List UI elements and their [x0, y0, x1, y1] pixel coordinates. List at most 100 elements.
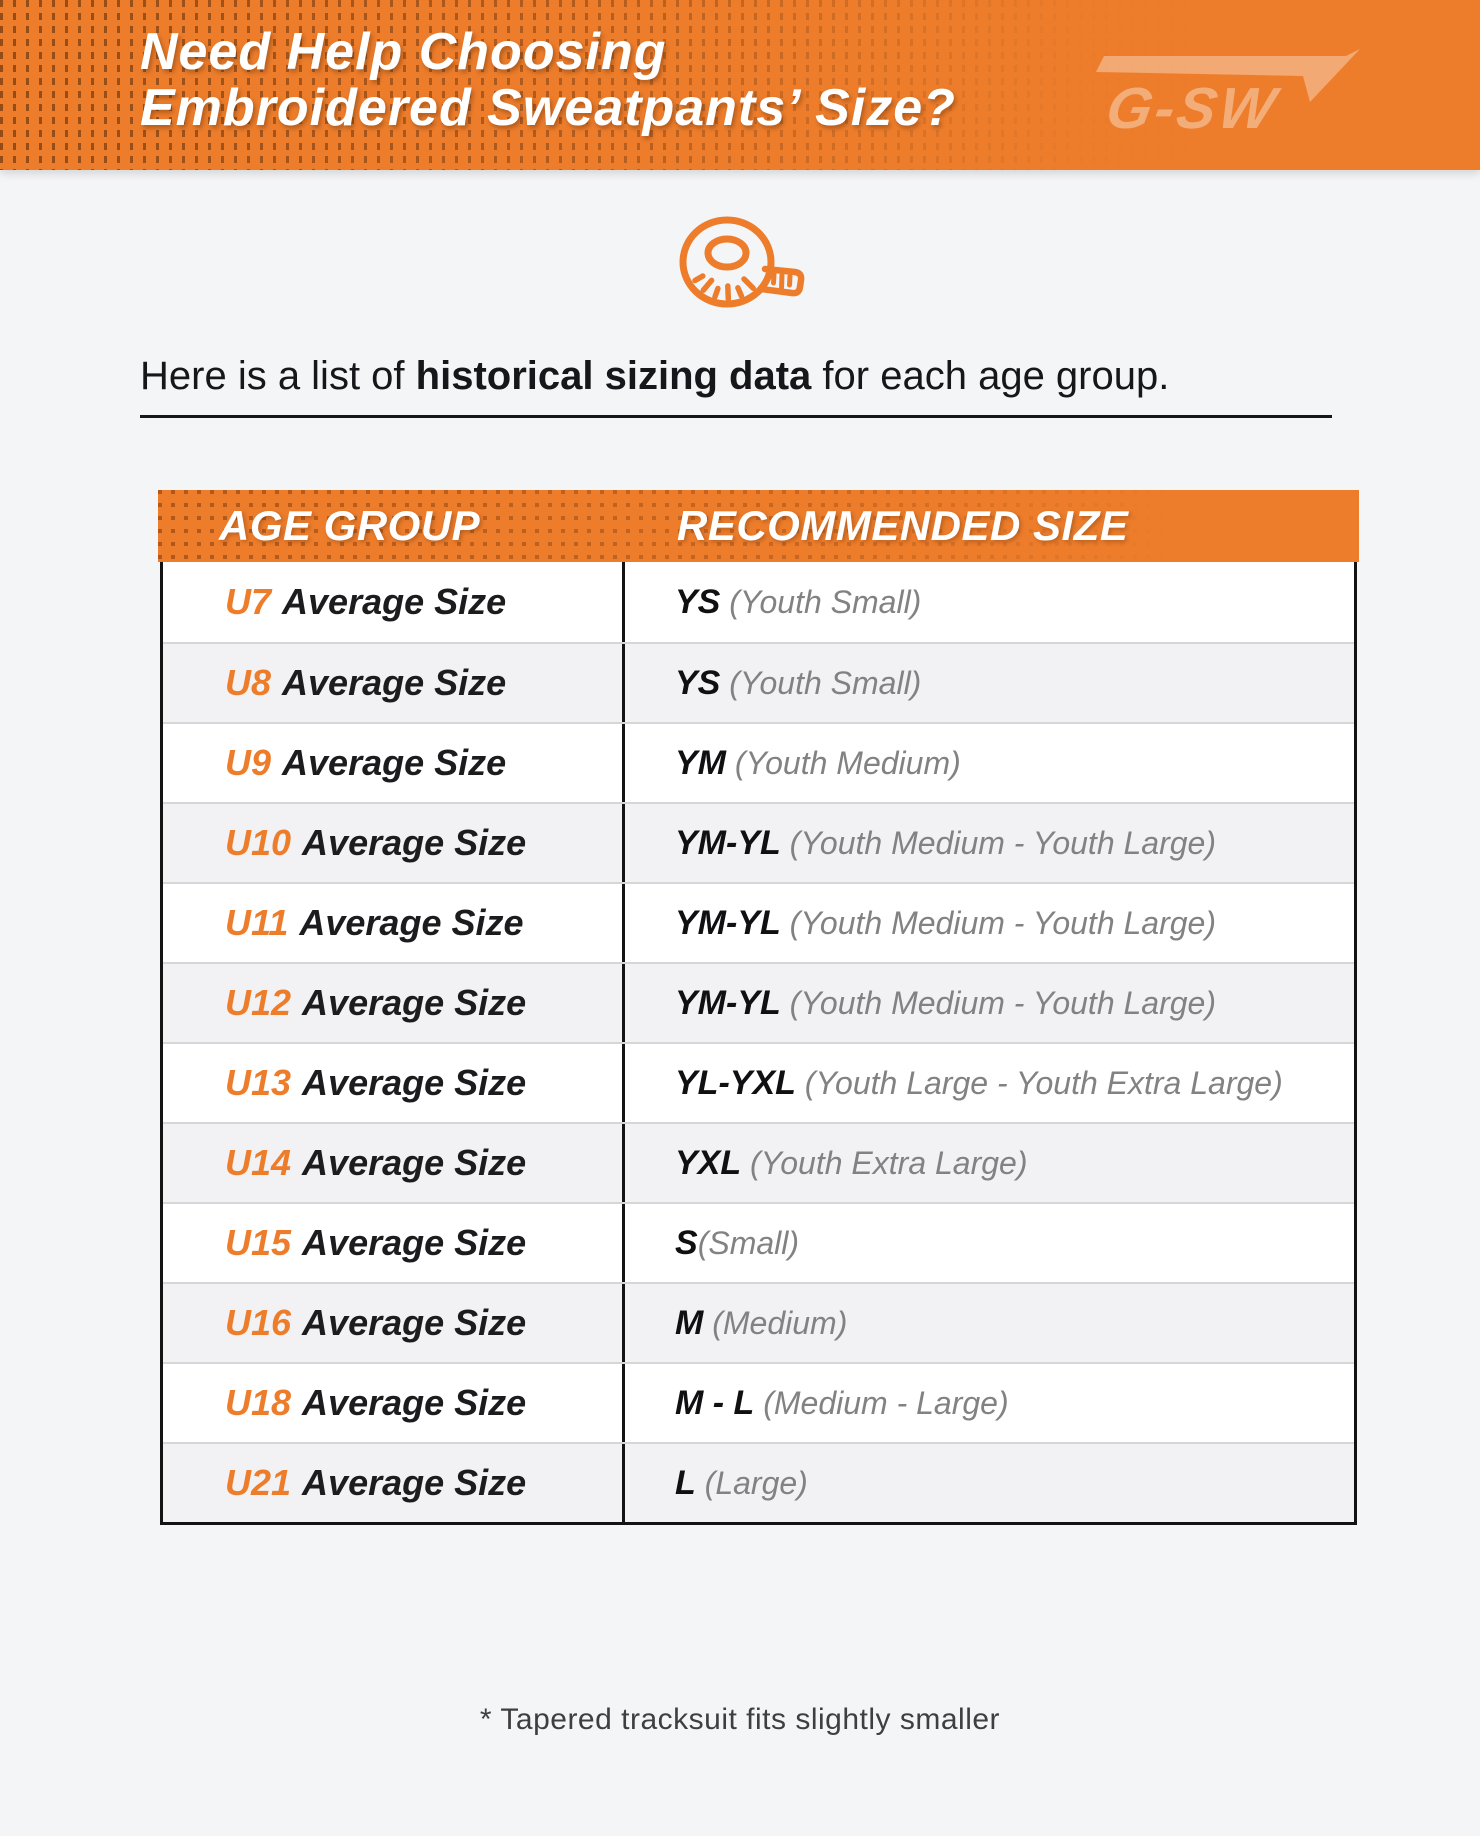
- size-cell: S (Small): [625, 1224, 1354, 1263]
- age-code: U11: [225, 902, 289, 943]
- size-cell: YXL (Youth Extra Large): [625, 1144, 1354, 1183]
- tape-measure-icon: [665, 212, 815, 321]
- age-code: U9: [225, 742, 272, 783]
- size-cell: M - L (Medium - Large): [625, 1384, 1354, 1423]
- size-description: (Large): [695, 1464, 808, 1501]
- age-group-cell: U12 Average Size: [163, 964, 625, 1042]
- table-row: U12 Average Size YM-YL (Youth Medium - Yo…: [163, 962, 1354, 1042]
- age-group-cell: U7 Average Size: [163, 562, 625, 642]
- age-code: U10: [225, 822, 292, 863]
- age-label: Average Size: [282, 581, 507, 622]
- table-row: U13 Average Size YL-YXL (Youth Large - Yo…: [163, 1042, 1354, 1122]
- size-code: YL-YXL: [675, 1063, 796, 1102]
- age-group-cell: U10 Average Size: [163, 804, 625, 882]
- age-group-cell: U14 Average Size: [163, 1124, 625, 1202]
- size-description: (Youth Medium - Youth Large): [780, 824, 1216, 861]
- column-header-recommended-size: RECOMMENDED SIZE: [677, 502, 1129, 549]
- age-label: Average Size: [302, 1382, 527, 1423]
- age-label: Average Size: [299, 902, 524, 943]
- size-cell: YS (Youth Small): [625, 583, 1354, 622]
- table-row: U10 Average Size YM-YL (Youth Medium - Yo…: [163, 802, 1354, 882]
- age-group-cell: U21 Average Size: [163, 1444, 625, 1522]
- table-row: U16 Average Size M (Medium): [163, 1282, 1354, 1362]
- size-cell: M (Medium): [625, 1304, 1354, 1343]
- age-code: U16: [225, 1302, 292, 1343]
- gsw-logo: G-SW: [1078, 48, 1364, 141]
- gsw-logo-icon: G-SW: [1096, 49, 1360, 141]
- age-label: Average Size: [302, 822, 527, 863]
- size-description: (Youth Extra Large): [741, 1144, 1028, 1181]
- size-description: (Small): [697, 1224, 800, 1261]
- table-row: U11 Average Size YM-YL (Youth Medium - Yo…: [163, 882, 1354, 962]
- age-code: U12: [225, 982, 292, 1023]
- age-label: Average Size: [302, 1062, 527, 1103]
- size-code: YS: [675, 663, 721, 702]
- size-description: (Medium - Large): [754, 1384, 1009, 1421]
- age-group-cell: U16 Average Size: [163, 1284, 625, 1362]
- age-code: U14: [225, 1142, 292, 1183]
- size-code: YM: [675, 743, 726, 782]
- table-row: U14 Average Size YXL (Youth Extra Large): [163, 1122, 1354, 1202]
- age-code: U8: [225, 662, 272, 703]
- size-code: YXL: [675, 1143, 742, 1182]
- age-label: Average Size: [302, 1222, 527, 1263]
- gsw-logo-text: G-SW: [1102, 76, 1285, 136]
- table-row: U8 Average Size YS (Youth Small): [163, 642, 1354, 722]
- page-title: Need Help Choosing Embroidered Sweatpant…: [140, 24, 956, 136]
- age-group-cell: U13 Average Size: [163, 1044, 625, 1122]
- table-row: U21 Average Size L (Large): [163, 1442, 1354, 1522]
- age-label: Average Size: [282, 742, 507, 783]
- age-label: Average Size: [302, 1302, 527, 1343]
- table-body: U7 Average Size YS (Youth Small) U8 Averag…: [160, 562, 1357, 1525]
- page-title-line1: Need Help Choosing: [140, 23, 667, 81]
- age-code: U7: [225, 581, 272, 622]
- size-code: YM-YL: [675, 903, 781, 942]
- table-row: U15 Average Size S (Small): [163, 1202, 1354, 1282]
- size-cell: YM (Youth Medium): [625, 744, 1354, 783]
- size-code: S: [675, 1223, 698, 1262]
- size-cell: YS (Youth Small): [625, 664, 1354, 703]
- size-cell: YM-YL (Youth Medium - Youth Large): [625, 984, 1354, 1023]
- age-group-cell: U18 Average Size: [163, 1364, 625, 1442]
- size-code: YM-YL: [675, 823, 781, 862]
- age-group-cell: U11 Average Size: [163, 884, 625, 962]
- size-cell: YM-YL (Youth Medium - Youth Large): [625, 904, 1354, 943]
- size-description: (Youth Medium): [726, 744, 961, 781]
- size-description: (Medium): [703, 1304, 848, 1341]
- table-row: U9 Average Size YM (Youth Medium): [163, 722, 1354, 802]
- age-group-cell: U8 Average Size: [163, 644, 625, 722]
- intro-suffix: for each age group.: [811, 354, 1170, 398]
- age-label: Average Size: [302, 1142, 527, 1183]
- column-header-age-group: AGE GROUP: [219, 502, 481, 549]
- size-description: (Youth Large - Youth Extra Large): [795, 1064, 1283, 1101]
- age-code: U18: [225, 1382, 292, 1423]
- intro-prefix: Here is a list of: [140, 354, 416, 398]
- footnote: * Tapered tracksuit fits slightly smalle…: [479, 1703, 1001, 1736]
- age-group-cell: U9 Average Size: [163, 724, 625, 802]
- size-code: M - L: [675, 1383, 755, 1422]
- intro-underline: [140, 415, 1332, 418]
- size-cell: YL-YXL (Youth Large - Youth Extra Large): [625, 1064, 1354, 1103]
- page-title-line2: Embroidered Sweatpants’ Size?: [140, 79, 956, 137]
- size-description: (Youth Small): [720, 664, 922, 701]
- size-code: M: [675, 1303, 704, 1342]
- age-code: U21: [225, 1462, 292, 1503]
- intro-bold: historical sizing data: [415, 354, 812, 398]
- table-header-row: AGE GROUP RECOMMENDED SIZE: [158, 490, 1359, 562]
- size-cell: YM-YL (Youth Medium - Youth Large): [625, 824, 1354, 863]
- size-description: (Youth Small): [720, 583, 922, 620]
- age-label: Average Size: [302, 1462, 527, 1503]
- size-cell: L (Large): [625, 1464, 1354, 1503]
- age-group-cell: U15 Average Size: [163, 1204, 625, 1282]
- size-code: YM-YL: [675, 983, 781, 1022]
- size-description: (Youth Medium - Youth Large): [780, 904, 1216, 941]
- sizing-table: AGE GROUP RECOMMENDED SIZE U7 Average Siz…: [158, 490, 1359, 1525]
- table-row: U18 Average Size M - L (Medium - Large): [163, 1362, 1354, 1442]
- size-code: L: [675, 1463, 696, 1502]
- age-code: U15: [225, 1222, 292, 1263]
- header-banner: Need Help Choosing Embroidered Sweatpant…: [0, 0, 1480, 170]
- age-code: U13: [225, 1062, 292, 1103]
- age-label: Average Size: [302, 982, 527, 1023]
- intro-sentence: Here is a list of historical sizing data…: [140, 351, 1340, 401]
